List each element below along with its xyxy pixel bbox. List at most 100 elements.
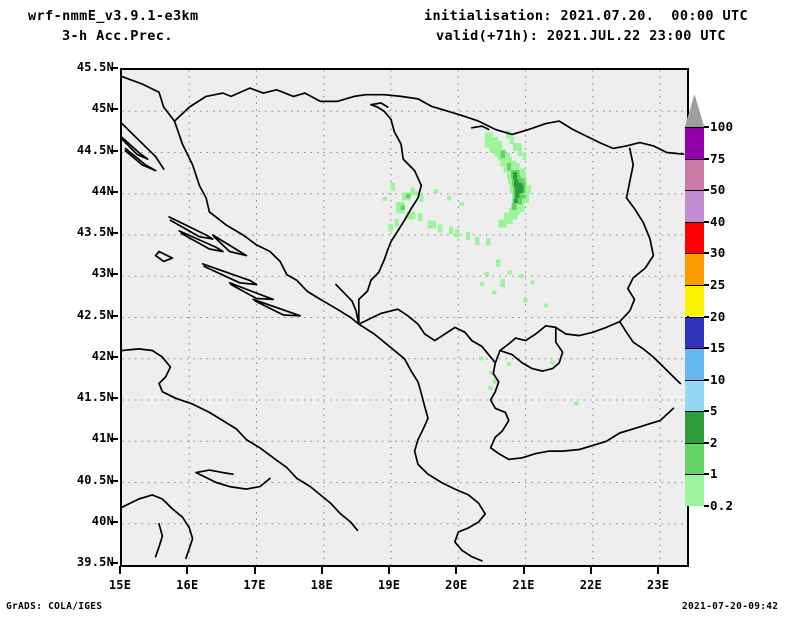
colorbar-tick (704, 315, 709, 318)
precip-cell (406, 193, 411, 198)
geo-outline (201, 263, 258, 286)
precip-cell (400, 205, 405, 210)
precip-cell (431, 224, 436, 229)
precip-cell (504, 155, 510, 160)
geo-outline (228, 281, 275, 301)
colorbar-tick (704, 189, 709, 192)
precip-cell (498, 145, 503, 150)
precip-cell (410, 191, 415, 196)
precip-cell (484, 139, 489, 144)
precip-cell (512, 202, 517, 207)
precip-cell (509, 140, 514, 145)
geo-outline (195, 469, 271, 490)
precip-cell (508, 220, 513, 225)
precip-cell (520, 191, 525, 196)
lon-tick-mark (589, 566, 592, 574)
precip-cell (418, 213, 423, 218)
colorbar-band (685, 284, 704, 317)
precip-cell (465, 235, 471, 240)
precip-cell (497, 140, 502, 145)
lat-tick-label: 40.5N (76, 472, 114, 487)
precip-cell (492, 290, 497, 295)
precip-cell (496, 259, 501, 264)
precip-cell (438, 224, 443, 229)
precip-cell (399, 209, 405, 214)
precip-cell (395, 209, 401, 214)
lat-tick-mark (110, 273, 118, 276)
precip-cell (455, 233, 460, 238)
lon-tick-label: 15E (108, 578, 132, 592)
precip-cell (500, 162, 506, 167)
precip-cell (524, 199, 529, 204)
geo-outline (357, 308, 497, 364)
precip-cell (500, 282, 506, 287)
precip-cell (494, 152, 499, 157)
precip-cell (512, 143, 518, 148)
precip-cell (475, 240, 480, 245)
precip-cell (414, 191, 420, 196)
precip-cell (518, 185, 524, 190)
precip-cell (512, 215, 518, 220)
geo-outline (252, 298, 302, 317)
precip-cell (514, 179, 519, 184)
precip-cell (455, 229, 460, 234)
precip-cell (500, 150, 506, 155)
precip-cell (515, 162, 520, 167)
precip-cell (509, 136, 514, 141)
precip-cell (492, 379, 498, 384)
geo-outline (122, 494, 194, 560)
render-timestamp: 2021-07-20-09:42 (682, 601, 779, 612)
precip-cell (512, 206, 517, 211)
colorbar-label: 75 (710, 150, 726, 166)
colorbar-label: 50 (710, 182, 726, 198)
precip-cell (517, 151, 522, 156)
precip-cell (522, 152, 527, 157)
model-title: wrf-nmmE_v3.9.1-e3km (28, 8, 199, 24)
precip-cell (524, 191, 529, 196)
precip-cell (433, 188, 438, 193)
precip-cell (446, 196, 452, 201)
geo-outline (618, 147, 682, 385)
colorbar-band (685, 190, 704, 222)
precip-cell (488, 386, 493, 391)
precip-cell (500, 158, 506, 163)
geo-outline (154, 522, 164, 558)
precip-cell (388, 223, 393, 228)
colorbar-label: 10 (710, 371, 726, 387)
lat-tick-label: 43.5N (76, 225, 114, 239)
precip-cell (479, 356, 484, 361)
precip-cell (401, 196, 407, 201)
precip-cell (520, 178, 525, 183)
precip-cell (502, 223, 508, 228)
precip-cell (431, 220, 436, 225)
precip-cell (388, 227, 393, 232)
lon-tick-label: 23E (646, 578, 670, 592)
precip-cell (508, 216, 513, 221)
colorbar-tick (704, 347, 709, 350)
precip-cell (498, 223, 504, 228)
coastline-border-layer (122, 75, 685, 562)
precip-cell (517, 171, 523, 176)
colorbar-tick (704, 441, 709, 444)
lat-tick-mark (110, 438, 118, 441)
precip-cell (498, 219, 504, 224)
precip-cell (524, 186, 529, 191)
precip-cell (395, 202, 401, 207)
precip-cell (390, 182, 395, 187)
precip-cell (494, 148, 499, 153)
lat-tick-label: 42.5N (76, 307, 114, 322)
precip-cell (507, 157, 512, 162)
colorbar-band (685, 221, 704, 254)
precip-cell (489, 371, 494, 376)
geo-outline (173, 120, 360, 325)
precip-cell (394, 218, 399, 223)
precip-cell (514, 183, 519, 188)
precip-cell (484, 272, 489, 277)
precip-cell (401, 192, 407, 197)
lon-tick-mark (455, 566, 458, 574)
precip-cell (514, 185, 520, 190)
colorbar-band (685, 127, 704, 159)
lat-tick-mark (110, 355, 118, 358)
lon-tick-label: 16E (176, 578, 199, 592)
